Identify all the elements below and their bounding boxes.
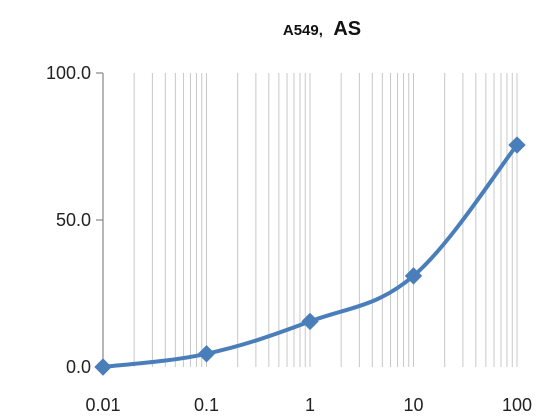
chart-title: A549, AS <box>283 18 361 40</box>
x-tick-label: 10 <box>403 395 423 415</box>
chart-title-part-1: A549, <box>283 22 323 39</box>
x-tick-label: 1 <box>305 395 315 415</box>
x-tick-label: 0.1 <box>194 395 219 415</box>
grid-lines <box>133 73 518 367</box>
data-point-marker <box>197 345 216 363</box>
data-point-marker <box>508 136 526 154</box>
y-tick-label: 50.0 <box>56 210 91 230</box>
x-tick-label: 100 <box>502 395 532 415</box>
y-tick-label: 0.0 <box>66 357 91 377</box>
x-tick-label: 0.01 <box>85 395 120 415</box>
marker-layer <box>94 136 526 376</box>
tick-labels: 0.0 50.0 100.0 0.01 0.1 1 10 100 <box>46 63 532 415</box>
data-point-marker <box>94 358 112 376</box>
data-point-marker <box>301 312 319 331</box>
y-tick-label: 100.0 <box>46 63 91 83</box>
chart-title-part-2: AS <box>333 18 361 40</box>
data-point-marker <box>404 267 423 285</box>
